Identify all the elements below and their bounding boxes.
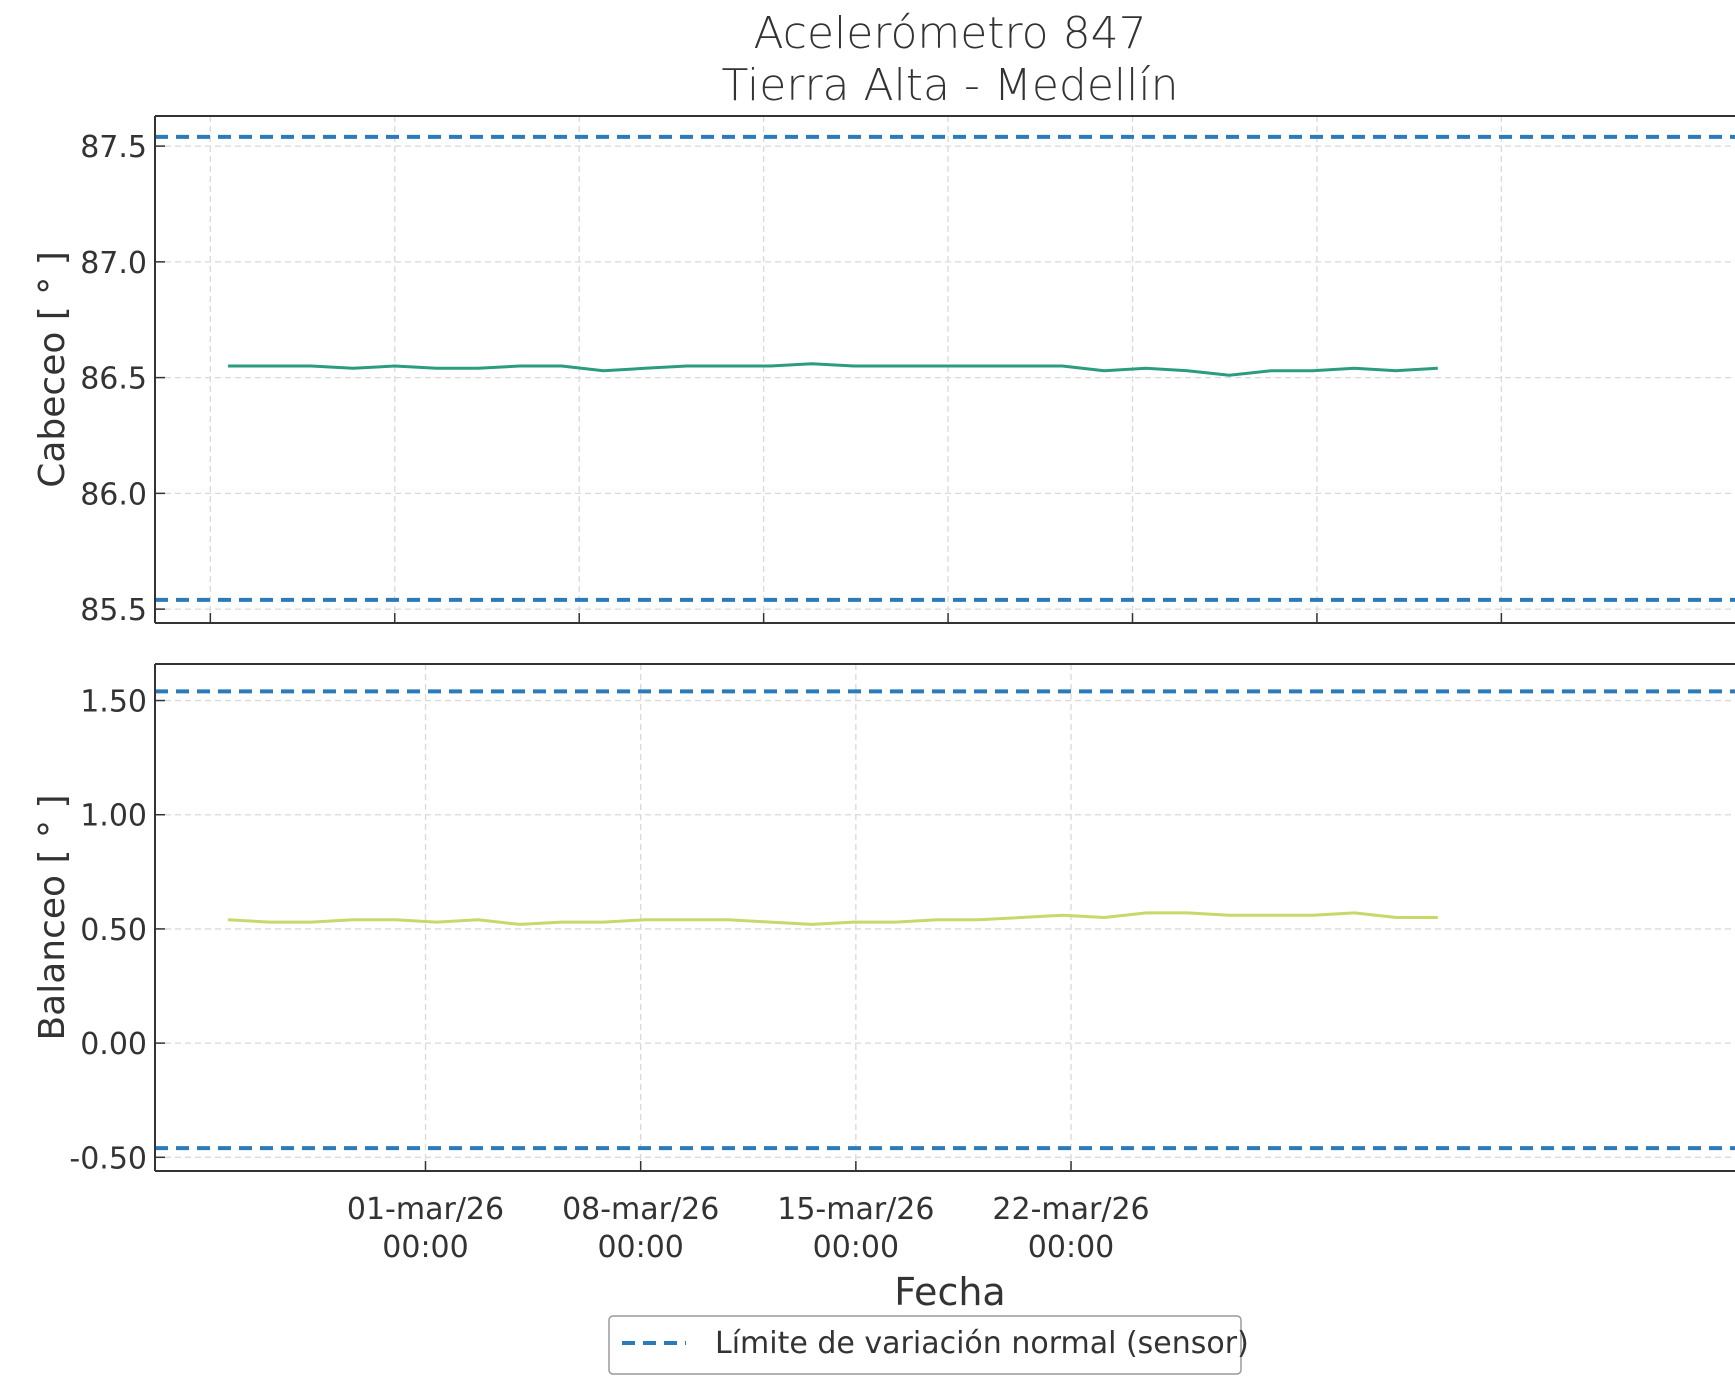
balanceo-y-tick-label: 0.50: [80, 913, 147, 948]
cabeceo-y-tick-label: 87.0: [80, 246, 147, 281]
chart-title-line-2: Tierra Alta - Medellín: [722, 60, 1179, 111]
balanceo-y-tick-label: 1.50: [80, 685, 147, 720]
cabeceo-y-tick-label: 86.5: [80, 362, 147, 397]
legend-label: Límite de variación normal (sensor): [715, 1326, 1249, 1361]
x-tick-label-date: 22-mar/26: [992, 1192, 1149, 1227]
cabeceo-y-tick-label: 87.5: [80, 130, 147, 165]
cabeceo-y-axis-label: Cabeceo [ ° ]: [32, 251, 73, 488]
balanceo-y-tick-label: 0.00: [80, 1027, 147, 1062]
balanceo-y-axis-label: Balanceo [ ° ]: [32, 794, 73, 1040]
x-tick-label-date: 08-mar/26: [562, 1192, 719, 1227]
balanceo-y-tick-label: -0.50: [69, 1141, 147, 1176]
x-axis-label: Fecha: [894, 1270, 1005, 1314]
balanceo-y-tick-label: 1.00: [80, 799, 147, 834]
x-tick-label-time: 00:00: [597, 1230, 683, 1265]
x-tick-label-time: 00:00: [813, 1230, 899, 1265]
balanceo-series-line: [227, 911, 1438, 926]
x-tick-label-time: 00:00: [382, 1230, 468, 1265]
legend-box: [608, 1315, 1242, 1375]
cabeceo-series-line: [227, 362, 1438, 377]
cabeceo-y-tick-label: 86.0: [80, 477, 147, 512]
balanceo-panel: -0.50 0.00 0.50 1.00 1.50 Balanceo [ ° ] 01-ma…: [32, 663, 1735, 1265]
legend: Límite de variación normal (sensor): [608, 1315, 1249, 1375]
cabeceo-y-tick-label: 85.5: [80, 593, 147, 628]
x-tick-label-date: 01-mar/26: [347, 1192, 504, 1227]
x-tick-label-time: 00:00: [1028, 1230, 1114, 1265]
x-tick-label-date: 15-mar/26: [777, 1192, 934, 1227]
chart-title-line-1: Acelerómetro 847: [753, 8, 1146, 59]
cabeceo-panel: 85.5 86.0 86.5 87.0 87.5 Cabeceo [ ° ]: [32, 115, 1735, 628]
